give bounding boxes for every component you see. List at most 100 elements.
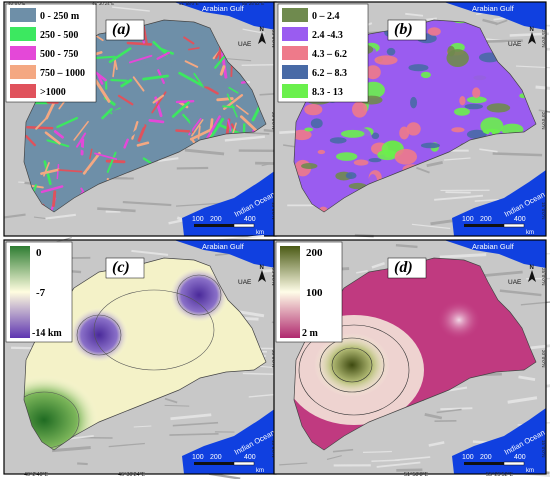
legend: 0 – 2.4 2.4 -4.3 4.3 – 6.2 6.2 – 8.3 8.3 - 1… (277, 3, 369, 103)
study-area-outline (293, 257, 537, 451)
terrain-texture (184, 148, 225, 156)
scale-bar: 100 200 400 km (462, 216, 534, 236)
scale-tick: 100 (462, 216, 474, 223)
longitude-label: 55°25'52"E (242, 1, 264, 6)
colorbar-bottom-label: 2 m (302, 328, 319, 339)
terrain-texture (164, 404, 190, 407)
scale-bar: 100 200 400 km (192, 454, 264, 474)
north-arrow-icon (528, 270, 536, 282)
study-area (294, 258, 536, 450)
arabian-gulf-water (174, 240, 276, 268)
colorbar-top-label: 0 (36, 247, 42, 259)
indian-ocean-water (452, 170, 546, 236)
terrain-texture (416, 166, 430, 174)
scale-tick: 200 (480, 216, 492, 223)
terrain-texture (479, 148, 498, 153)
terrain-texture (245, 131, 270, 135)
panel-label: (a) (105, 19, 145, 41)
latitude-label: 25°0'0"N (541, 30, 546, 48)
legend-swatch (282, 27, 308, 41)
latitude-label: 25°0'0"N (541, 268, 546, 286)
arabian-gulf-water (174, 2, 276, 30)
legend-label: 0 - 250 m (40, 11, 80, 22)
uae-label: UAE (508, 279, 522, 286)
terrain-texture (164, 397, 178, 404)
longitude-label: 55°25'52"E (486, 472, 514, 478)
colorbar-gradient (280, 246, 300, 338)
legend: 0 - 250 m 250 - 500 500 - 750 750 – 1000 >10… (5, 3, 97, 103)
panel-label: (b) (387, 19, 427, 41)
study-area-outline (293, 19, 537, 213)
legend-swatch (10, 8, 36, 22)
terrain-texture (226, 58, 252, 62)
legend-label: 500 - 750 (40, 49, 78, 60)
panel-label: (c) (105, 257, 145, 279)
terrain-texture (97, 207, 136, 213)
terrain-texture (474, 199, 499, 202)
longitude-label: 51°58'8"E (404, 472, 428, 478)
scale-tick: 200 (210, 454, 222, 461)
legend-swatch (282, 84, 308, 98)
terrain-texture (396, 468, 423, 472)
terrain-texture (394, 456, 431, 462)
terrain-texture (376, 461, 421, 468)
terrain-texture (108, 442, 145, 448)
terrain-texture (515, 65, 550, 69)
terrain-texture (51, 446, 91, 453)
legend-label: 250 - 500 (40, 30, 78, 41)
scale-unit: km (256, 230, 264, 236)
scale-tick: 100 (192, 216, 204, 223)
terrain-texture (172, 421, 219, 427)
terrain-texture (499, 289, 542, 297)
legend-swatch (10, 84, 36, 98)
terrain-texture (45, 213, 76, 220)
panel-border (273, 239, 547, 475)
terrain-texture (492, 152, 543, 157)
terrain-texture (131, 249, 169, 256)
longitude-label: 40°0'0"E (8, 1, 25, 6)
scale-bar: 100 200 400 km (462, 454, 534, 474)
scale-tick: 400 (244, 216, 256, 223)
arabian-gulf-label: Arabian Gulf (202, 4, 245, 13)
legend-label: 0 – 2.4 (312, 11, 340, 22)
legend-label: 4.3 – 6.2 (312, 49, 347, 60)
legend-swatch (10, 27, 36, 41)
terrain-texture (507, 396, 538, 404)
scale-tick: 100 (192, 454, 204, 461)
scale-tick: 400 (244, 454, 256, 461)
arabian-gulf-label: Arabian Gulf (472, 242, 515, 251)
terrain-texture (440, 407, 473, 411)
terrain-texture (535, 85, 550, 90)
terrain-texture (495, 19, 508, 26)
terrain-texture (224, 135, 265, 142)
scale-tick: 100 (462, 454, 474, 461)
colorbar-bottom-label: -14 km (32, 328, 62, 339)
colorbar-top-label: 200 (306, 247, 323, 259)
indian-ocean-water (182, 408, 276, 474)
colorbar: 200 100 2 m (275, 241, 343, 343)
arabian-gulf-label: Arabian Gulf (202, 242, 245, 251)
indian-ocean-water (182, 170, 276, 236)
terrain-texture (157, 157, 179, 163)
terrain-texture (170, 413, 212, 421)
north-label: N (260, 265, 264, 271)
north-label: N (530, 265, 534, 271)
legend-label: 6.2 – 8.3 (312, 68, 347, 79)
legend-label: 750 – 1000 (40, 68, 85, 79)
terrain-texture (395, 244, 418, 249)
terrain-texture (176, 166, 209, 170)
panel-border (273, 1, 547, 237)
latitude-label: 15°0'0"N (541, 202, 546, 220)
terrain-texture (242, 28, 266, 34)
north-arrow-icon (528, 32, 536, 44)
latitude-label: 20°0'0"N (541, 350, 546, 368)
arabian-gulf-water (444, 240, 546, 268)
terrain-texture (439, 253, 487, 259)
terrain-texture (428, 441, 445, 447)
terrain-texture (405, 12, 424, 17)
